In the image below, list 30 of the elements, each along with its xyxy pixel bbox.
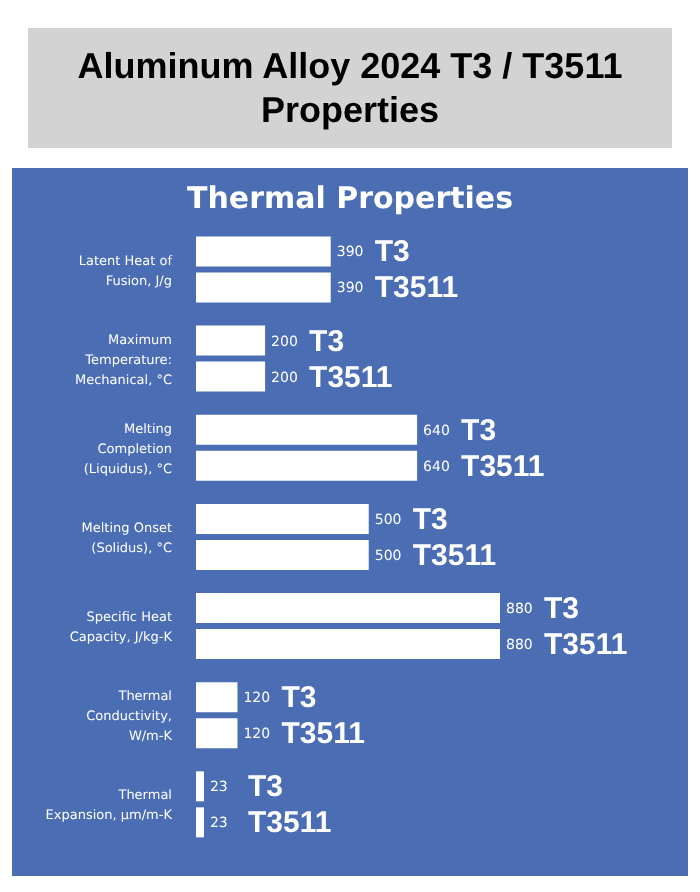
text: T3 xyxy=(281,681,317,716)
bar xyxy=(196,272,331,303)
text: T3 xyxy=(412,502,448,537)
text: T3511 xyxy=(412,538,497,573)
bar xyxy=(196,361,266,392)
text: T3 xyxy=(544,592,580,627)
text: T3 xyxy=(247,770,283,805)
text: T3511 xyxy=(281,717,365,752)
bar xyxy=(196,325,266,356)
series-label: T3 xyxy=(374,235,410,270)
bar xyxy=(196,450,418,481)
bar xyxy=(196,771,204,802)
bar xyxy=(196,682,238,713)
text: T3511 xyxy=(247,806,332,841)
bar xyxy=(196,807,204,838)
text: T3 xyxy=(309,324,345,359)
text: T3511 xyxy=(461,449,545,484)
bar xyxy=(196,539,369,570)
bar xyxy=(196,503,369,534)
chart-title: Aluminum Alloy 2024 T3 / T3511 Properties xyxy=(28,28,672,148)
bar xyxy=(196,629,500,660)
bar xyxy=(196,593,500,624)
chart-subtitle: Thermal Properties xyxy=(184,178,515,216)
text: T3511 xyxy=(544,628,628,663)
bar xyxy=(196,236,331,267)
text: T3511 xyxy=(309,360,393,395)
bar xyxy=(196,414,418,445)
text: T3 xyxy=(461,413,497,448)
series-label: T3511 xyxy=(374,271,459,306)
bar xyxy=(196,718,238,749)
